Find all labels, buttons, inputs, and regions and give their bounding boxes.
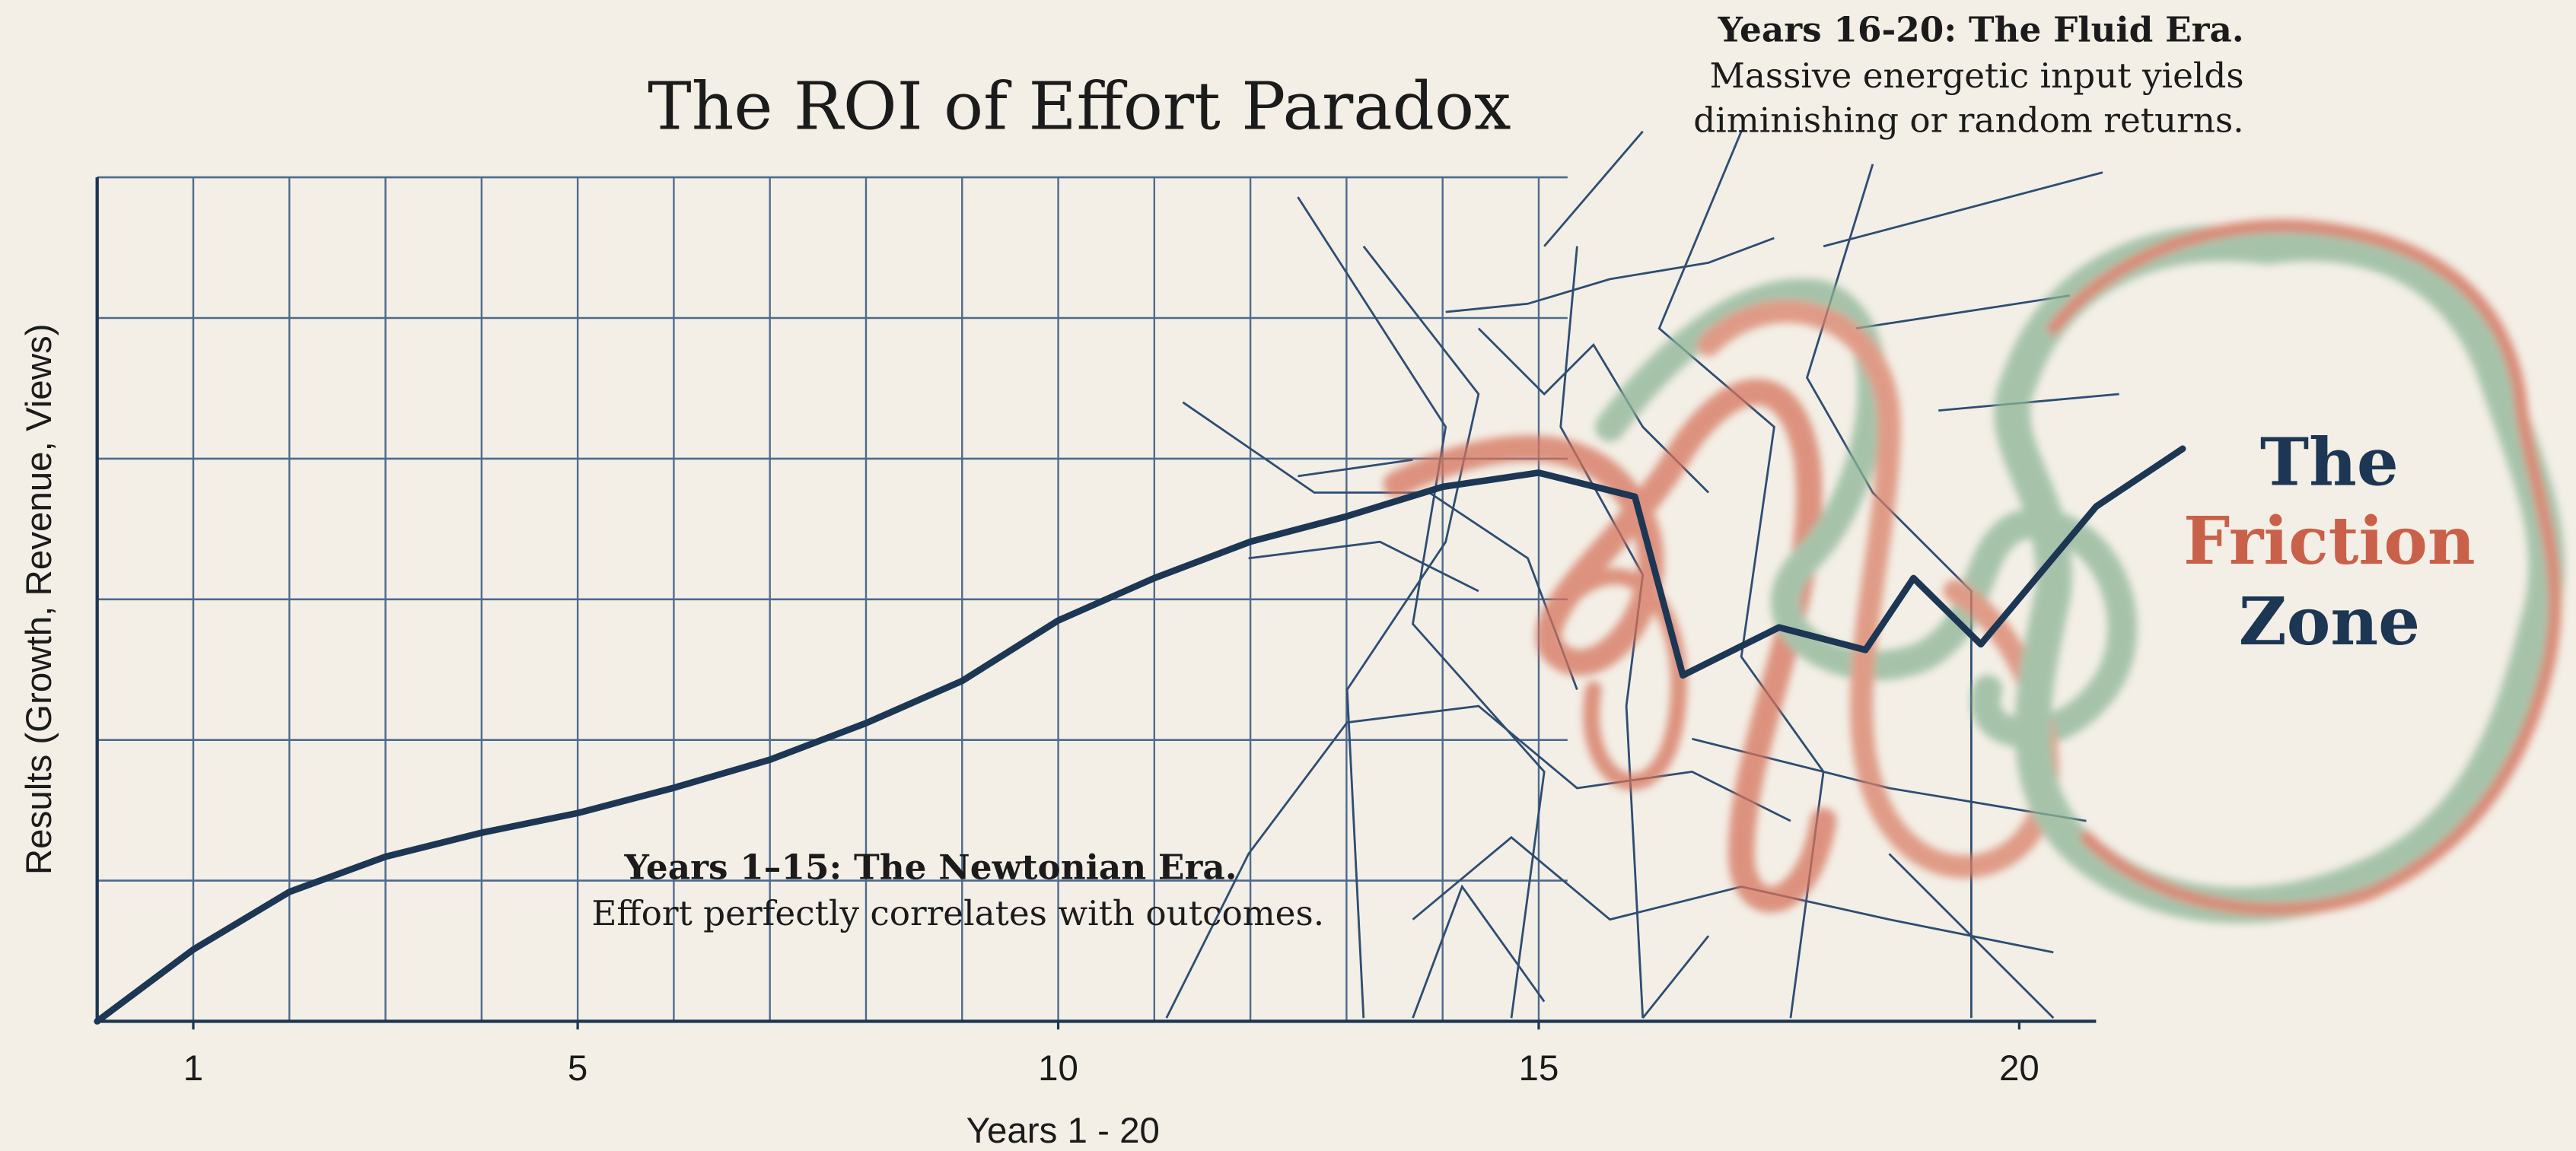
annotation-heading: Years 1–15: The Newtonian Era. [624,846,1237,887]
zone-label: The [2260,424,2399,501]
x-tick-label: 10 [1038,1048,1078,1089]
annotation-text: Effort perfectly correlates with outcome… [591,893,1324,933]
zone-label: Friction [2183,503,2476,580]
zone-label: Zone [2239,583,2420,660]
data-line [94,445,2186,1025]
y-axis-label: Results (Growth, Revenue, Views) [19,323,59,875]
x-tick-label: 5 [568,1048,587,1089]
x-tick-label: 1 [183,1048,203,1089]
x-tick-label: 15 [1519,1048,1559,1089]
x-tick-label: 20 [1999,1048,2039,1089]
axes: 1 5 10 15 20 [94,177,2186,1089]
annotation-text: Massive energetic input yields [1710,56,2244,96]
grid [96,176,1568,1022]
annotation-heading: Years 16-20: The Fluid Era. [1718,9,2244,50]
annotation-text: diminishing or random returns. [1693,100,2243,140]
chart-title: The ROI of Effort Paradox [648,68,1511,145]
x-axis-label: Years 1 - 20 [966,1111,1160,1151]
